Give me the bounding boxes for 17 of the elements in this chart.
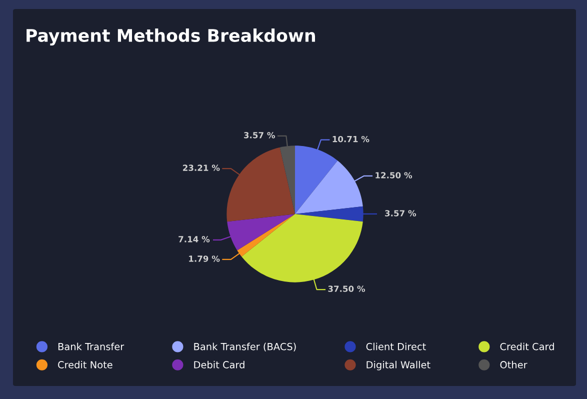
- data-label: 3.57 %: [244, 132, 276, 138]
- legend-label: Credit Note: [58, 360, 112, 368]
- legend-label: Bank Transfer (BACS): [194, 342, 296, 352]
- data-label: 12.50 %: [376, 172, 412, 178]
- legend-label: Other: [500, 360, 528, 368]
- data-label: 1.79 %: [189, 256, 220, 262]
- data-label: 23.21 %: [183, 164, 220, 171]
- legend-label: Credit Card: [500, 342, 554, 350]
- legend-label: Client Direct: [366, 342, 426, 350]
- legend-label: Digital Wallet: [366, 360, 430, 370]
- data-label: 10.71 %: [332, 136, 370, 142]
- data-label: 7.14 %: [178, 236, 210, 242]
- data-label: 3.57 %: [385, 210, 416, 216]
- data-label: 37.50 %: [328, 286, 366, 292]
- legend-label: Debit Card: [194, 360, 244, 368]
- legend-label: Bank Transfer: [58, 342, 124, 350]
- chart-title: Payment Methods Breakdown: [26, 28, 315, 46]
